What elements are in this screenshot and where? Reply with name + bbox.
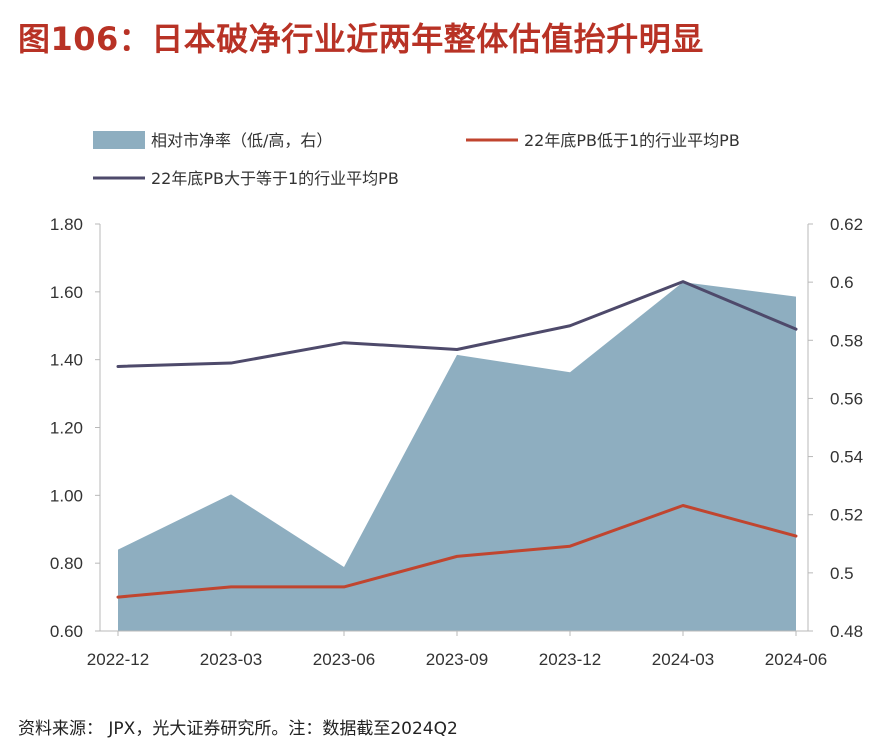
legend-item: 22年底PB低于1的行业平均PB <box>466 131 740 150</box>
legend-item: 22年底PB大于等于1的行业平均PB <box>93 169 399 188</box>
right-tick-label: 0.58 <box>830 331 863 350</box>
line-series-pb-below-1 <box>116 504 798 599</box>
legend-swatch <box>93 131 145 149</box>
axes-layer <box>95 223 813 636</box>
area-layer <box>118 282 796 631</box>
right-tick-label: 0.62 <box>830 215 863 234</box>
x-tick-label: 2022-12 <box>87 650 149 669</box>
left-tick-label: 1.40 <box>50 351 83 370</box>
legend-item: 相对市净率（低/高，右） <box>93 131 332 150</box>
legend-label: 22年底PB低于1的行业平均PB <box>524 131 740 150</box>
x-tick-label: 2023-12 <box>539 650 601 669</box>
right-tick-label: 0.6 <box>830 273 854 292</box>
x-tick-label: 2024-06 <box>765 650 827 669</box>
line-series-pb-above-1 <box>116 280 798 368</box>
left-tick-label: 1.20 <box>50 419 83 438</box>
legend: 相对市净率（低/高，右） 22年底PB低于1的行业平均PB 22年底PB大于等于1的… <box>93 131 740 188</box>
right-tick-label: 0.5 <box>830 564 854 583</box>
x-tick-label: 2023-03 <box>200 650 262 669</box>
legend-label: 22年底PB大于等于1的行业平均PB <box>151 169 399 188</box>
right-tick-label: 0.56 <box>830 389 863 408</box>
right-tick-label: 0.54 <box>830 448 863 467</box>
right-tick-label: 0.48 <box>830 622 863 641</box>
left-tick-label: 1.80 <box>50 215 83 234</box>
area-series-relative-pb <box>118 282 796 631</box>
legend-label: 相对市净率（低/高，右） <box>151 131 332 150</box>
ticks-layer: 0.60 0.80 1.00 1.20 1.40 1.60 1.80 0.48 0.5 0.52 0… <box>50 215 863 669</box>
source-note: 资料来源： JPX，光大证券研究所。注：数据截至2024Q2 <box>18 719 458 739</box>
left-tick-label: 1.60 <box>50 283 83 302</box>
left-tick-label: 1.00 <box>50 486 83 505</box>
chart-title: 图106：日本破净行业近两年整体估值抬升明显 <box>18 20 704 58</box>
right-tick-label: 0.52 <box>830 506 863 525</box>
lines-layer <box>116 280 798 599</box>
left-tick-label: 0.80 <box>50 554 83 573</box>
left-tick-label: 0.60 <box>50 622 83 641</box>
x-tick-label: 2023-09 <box>426 650 488 669</box>
x-tick-label: 2024-03 <box>652 650 714 669</box>
x-tick-label: 2023-06 <box>313 650 375 669</box>
